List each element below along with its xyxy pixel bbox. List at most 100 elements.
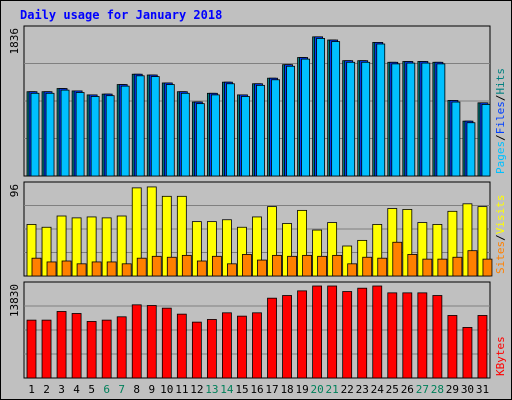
y-max-label: 13830 [8,284,21,317]
x-tick-label: 27 [416,383,429,396]
chart-title: Daily usage for January 2018 [20,8,222,22]
x-tick-label: 7 [118,383,125,396]
legend-entry: KBytes [494,336,507,376]
bar-sites-day-7 [121,263,132,277]
bar-kbytes-day-15 [237,315,247,379]
bar-sites-day-13 [211,255,222,277]
x-tick-label: 9 [148,383,155,396]
bar-visits-day-30 [462,203,473,277]
x-tick-label: 18 [280,383,293,396]
bar-visits-day-19 [297,209,307,277]
legend-entry: Hits [494,68,507,95]
bar-pages-day-2 [45,92,55,177]
bar-sites-day-11 [181,254,192,277]
x-tick-label: 12 [190,383,203,396]
x-tick-label: 26 [401,383,414,396]
bar-kbytes-day-12 [191,321,202,379]
bar-sites-day-14 [227,263,237,277]
legend-entry: Sites [494,241,507,274]
bar-pages-day-10 [165,84,175,177]
bar-sites-day-25 [392,241,403,277]
x-tick-label: 31 [476,383,489,396]
bar-pages-day-8 [135,75,145,177]
bar-sites-day-9 [151,255,162,277]
bar-visits-day-10 [161,195,172,277]
bar-visits-day-29 [447,210,458,277]
bar-sites-day-23 [362,256,373,277]
bar-sites-day-4 [76,263,87,277]
bar-sites-day-5 [91,261,102,277]
x-tick-label: 5 [88,383,95,396]
bar-kbytes-day-8 [131,304,142,379]
bar-visits-day-2 [41,226,52,277]
x-tick-label: 23 [356,383,369,396]
bar-sites-day-28 [437,258,448,277]
x-tick-label: 13 [205,383,218,396]
bar-visits-day-13 [206,221,217,277]
x-tick-label: 22 [341,383,354,396]
bar-sites-day-30 [467,250,478,277]
bar-kbytes-day-3 [56,311,67,379]
bar-visits-day-31 [477,206,488,277]
bar-pages-day-30 [466,122,476,177]
bar-kbytes-day-7 [116,316,127,379]
bar-visits-day-7 [116,215,127,277]
bar-pages-day-18 [286,65,295,177]
bar-kbytes-day-2 [41,319,52,379]
bar-visits-day-24 [372,224,383,277]
x-tick-label: 8 [133,383,140,396]
bar-pages-day-28 [436,63,446,177]
bar-pages-day-11 [180,92,190,177]
bar-sites-day-6 [106,261,117,277]
bar-pages-day-16 [256,84,265,177]
bar-pages-day-23 [361,61,371,177]
bar-kbytes-day-17 [267,297,277,379]
bar-sites-day-16 [257,259,267,277]
bar-visits-day-1 [26,224,37,277]
bar-pages-day-13 [210,94,220,177]
bar-kbytes-day-24 [372,285,383,379]
bar-kbytes-day-6 [101,319,112,379]
bar-sites-day-29 [452,256,463,277]
bar-sites-day-17 [272,254,282,277]
bar-kbytes-day-13 [206,319,217,379]
x-tick-label: 14 [220,383,234,396]
bar-pages-day-3 [60,89,70,177]
bar-sites-day-22 [347,263,358,277]
bar-sites-day-21 [332,254,343,277]
bar-pages-day-17 [271,79,280,177]
legend-entry: / [494,134,507,141]
bar-kbytes-day-18 [282,295,292,379]
bar-pages-day-4 [75,92,85,177]
bar-kbytes-day-5 [86,321,97,379]
bar-kbytes-day-21 [327,285,338,379]
bar-pages-day-1 [30,92,40,177]
bar-sites-day-31 [482,258,493,277]
bar-pages-day-26 [406,62,416,177]
x-tick-label: 4 [73,383,80,396]
bar-kbytes-day-4 [71,313,82,379]
bar-pages-day-19 [301,58,310,177]
bar-kbytes-day-14 [222,312,232,379]
bar-sites-day-19 [302,254,312,277]
bar-kbytes-day-20 [312,285,323,379]
bar-visits-day-15 [237,226,247,277]
bar-pages-day-14 [226,83,235,177]
bar-kbytes-day-30 [462,327,473,379]
bar-visits-day-11 [176,195,187,277]
bar-sites-day-24 [377,257,388,277]
legend-pages-files-hits: Pages/Files/Hits [494,68,507,174]
bar-visits-day-9 [146,186,157,277]
x-tick-label: 29 [446,383,459,396]
bar-sites-day-8 [136,257,147,277]
x-tick-label: 6 [103,383,110,396]
x-tick-label: 28 [431,383,444,396]
bar-visits-day-22 [342,245,353,277]
bar-kbytes-day-25 [387,292,398,379]
legend-kbytes: KBytes [494,336,507,376]
bar-pages-day-21 [331,41,341,177]
bar-visits-day-21 [327,222,338,277]
bar-visits-day-27 [417,222,428,277]
bar-kbytes-day-22 [342,291,353,379]
